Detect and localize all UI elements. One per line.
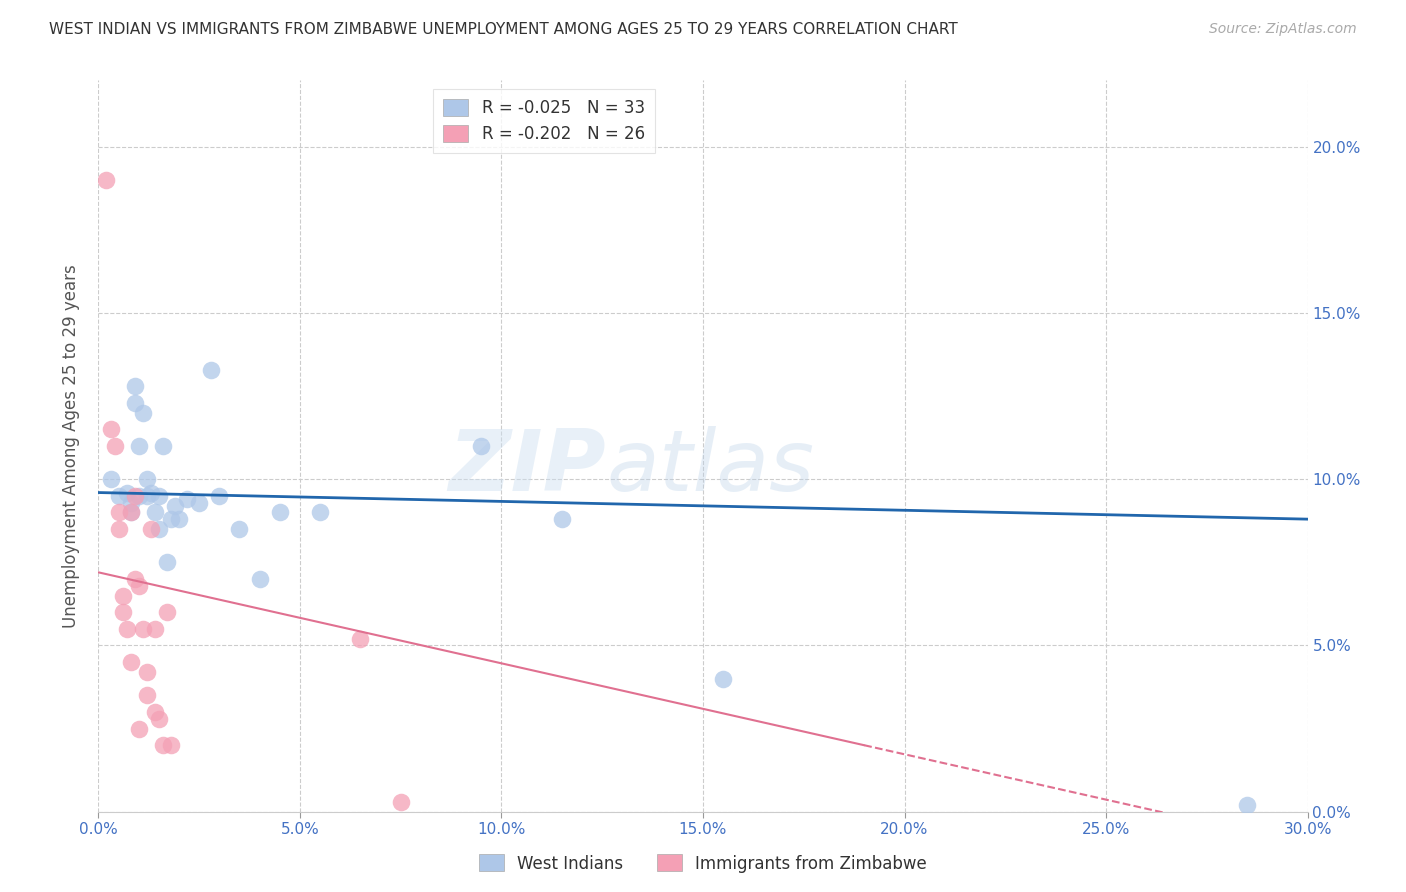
- Point: [103, 439, 125, 453]
- Point: [156, 555, 179, 569]
- Point: [148, 712, 170, 726]
- Point: [115, 485, 138, 500]
- Point: [132, 622, 155, 636]
- Y-axis label: Unemployment Among Ages 25 to 29 years: Unemployment Among Ages 25 to 29 years: [62, 264, 80, 628]
- Point: [120, 495, 142, 509]
- Point: [128, 722, 150, 736]
- Point: [143, 506, 166, 520]
- Point: [176, 492, 198, 507]
- Point: [100, 472, 122, 486]
- Point: [349, 632, 371, 646]
- Point: [470, 439, 492, 453]
- Point: [163, 499, 186, 513]
- Point: [139, 485, 162, 500]
- Text: Source: ZipAtlas.com: Source: ZipAtlas.com: [1209, 22, 1357, 37]
- Point: [160, 738, 183, 752]
- Point: [1236, 798, 1258, 813]
- Text: atlas: atlas: [606, 426, 814, 509]
- Point: [309, 506, 332, 520]
- Point: [711, 672, 734, 686]
- Point: [389, 795, 412, 809]
- Point: [135, 689, 157, 703]
- Point: [156, 605, 179, 619]
- Point: [124, 572, 146, 586]
- Point: [128, 489, 150, 503]
- Point: [107, 506, 129, 520]
- Point: [228, 522, 250, 536]
- Point: [135, 472, 157, 486]
- Point: [152, 738, 174, 752]
- Point: [143, 705, 166, 719]
- Point: [120, 655, 142, 669]
- Point: [160, 512, 183, 526]
- Point: [115, 622, 138, 636]
- Point: [111, 589, 134, 603]
- Point: [124, 489, 146, 503]
- Point: [167, 512, 190, 526]
- Text: WEST INDIAN VS IMMIGRANTS FROM ZIMBABWE UNEMPLOYMENT AMONG AGES 25 TO 29 YEARS C: WEST INDIAN VS IMMIGRANTS FROM ZIMBABWE …: [49, 22, 957, 37]
- Point: [200, 362, 222, 376]
- Point: [208, 489, 231, 503]
- Point: [139, 522, 162, 536]
- Point: [124, 379, 146, 393]
- Text: ZIP: ZIP: [449, 426, 606, 509]
- Point: [107, 522, 129, 536]
- Point: [148, 489, 170, 503]
- Point: [120, 506, 142, 520]
- Legend: R = -0.025   N = 33, R = -0.202   N = 26: R = -0.025 N = 33, R = -0.202 N = 26: [433, 88, 655, 153]
- Point: [96, 173, 118, 187]
- Point: [128, 579, 150, 593]
- Point: [249, 572, 271, 586]
- Point: [132, 406, 155, 420]
- Point: [107, 489, 129, 503]
- Point: [269, 506, 291, 520]
- Legend: West Indians, Immigrants from Zimbabwe: West Indians, Immigrants from Zimbabwe: [472, 847, 934, 880]
- Point: [135, 665, 157, 679]
- Point: [135, 489, 157, 503]
- Point: [143, 622, 166, 636]
- Point: [120, 506, 142, 520]
- Point: [551, 512, 574, 526]
- Point: [111, 605, 134, 619]
- Point: [100, 422, 122, 436]
- Point: [152, 439, 174, 453]
- Point: [188, 495, 211, 509]
- Point: [124, 396, 146, 410]
- Point: [128, 439, 150, 453]
- Point: [148, 522, 170, 536]
